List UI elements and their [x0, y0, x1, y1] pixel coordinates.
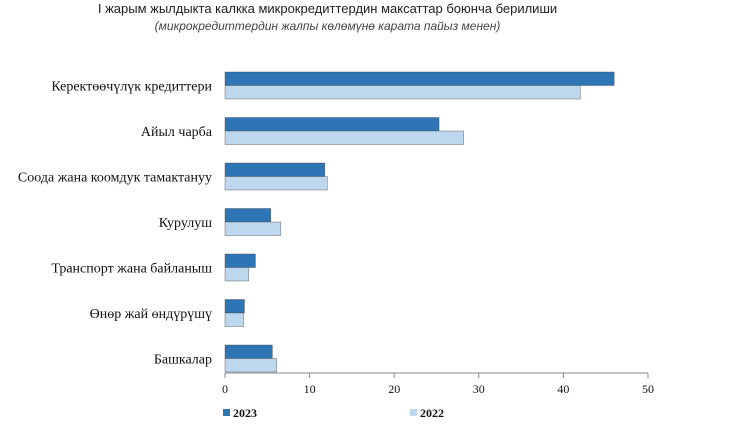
legend-label-2022: 2022	[420, 406, 444, 420]
bar-2022-5	[224, 267, 249, 282]
bar-2023-1	[224, 71, 615, 86]
legend-swatch-2022	[410, 409, 417, 416]
bar-2022-1	[224, 85, 581, 100]
x-tick-label: 50	[642, 382, 654, 396]
category-label: Транспорт жана байланыш	[51, 262, 212, 277]
category-label: Айыл чарба	[141, 125, 213, 140]
x-tick-label: 40	[557, 382, 569, 396]
legend-swatch-2023	[223, 409, 230, 416]
category-label: Керектөөчүлүк кредиттери	[51, 80, 212, 95]
bar-2023-2	[224, 117, 440, 132]
category-label: Өнөр жай өндүрүшү	[90, 307, 212, 322]
bar-2022-3	[224, 176, 328, 191]
x-tick-label: 20	[388, 382, 400, 396]
x-tick-label: 10	[304, 382, 316, 396]
bar-2022-2	[224, 130, 464, 145]
bar-2023-7	[224, 344, 273, 359]
bar-2023-6	[224, 299, 245, 314]
legend-label-2023: 2023	[233, 406, 257, 420]
chart-subtitle: (микрокредиттердин жалпы көлөмүнө карата…	[154, 19, 501, 33]
bar-2022-6	[224, 312, 244, 327]
x-tick-label: 0	[222, 382, 228, 396]
category-label: Соода жана коомдук тамактануу	[18, 171, 212, 186]
x-tick-label: 30	[473, 382, 485, 396]
category-label: Курулуш	[159, 216, 212, 231]
bar-2023-4	[224, 208, 271, 223]
bar-2022-7	[224, 358, 277, 373]
bar-2023-5	[224, 253, 256, 268]
chart-title: I жарым жылдыкта калкка микрокредиттерди…	[97, 1, 558, 16]
category-label: Башкалар	[154, 353, 212, 368]
bar-2023-3	[224, 162, 326, 177]
bar-2022-4	[224, 221, 282, 236]
